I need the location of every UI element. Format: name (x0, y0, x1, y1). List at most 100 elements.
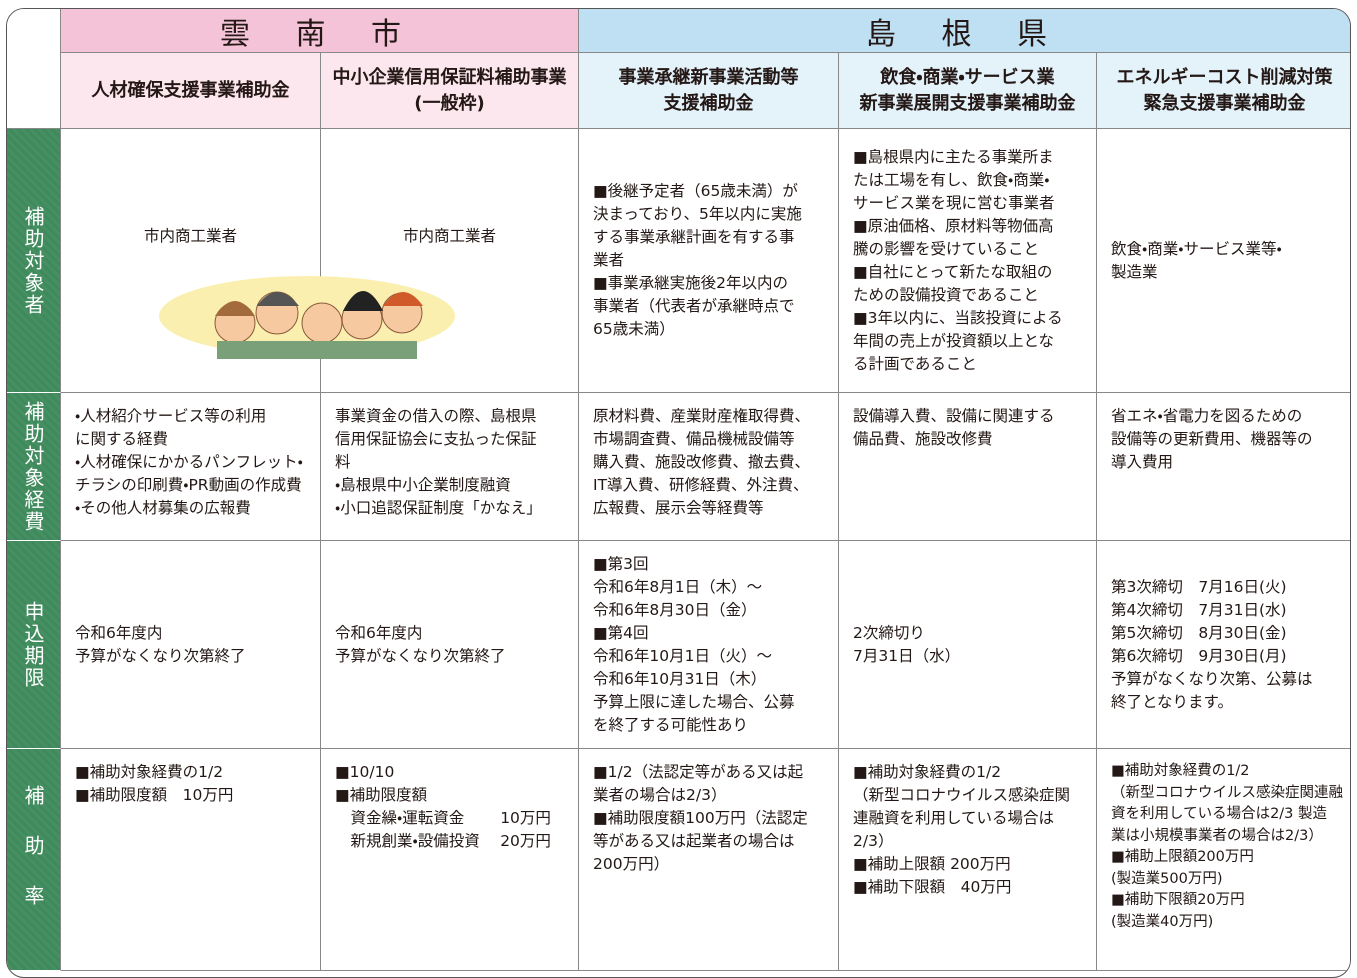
column-title: (一般枠) (414, 92, 485, 114)
table-cell: 2次締切り 7月31日（水） (839, 541, 1097, 749)
cell-text: ・人材紹介サービス等の利用 (75, 407, 267, 425)
cell-text: 購入費、施設改修費、撤去費、 (593, 453, 811, 471)
cell-text: 省エネ・省電力を図るための (1111, 407, 1303, 425)
row-header: 申込期限 (7, 541, 61, 749)
cell-text: ■後継予定者（65歳未満）が (593, 182, 798, 200)
cell-text: ■補助限度額100万円（法認定 (593, 809, 808, 827)
cell-text: 事業資金の借入の際、島根県 (335, 407, 537, 425)
cell-text: ■補助上限額200万円 (1111, 849, 1254, 865)
cell-text: 原材料費、産業財産権取得費、 (593, 407, 811, 425)
table-cell: 設備導入費、設備に関連する 備品費、施設改修費 (839, 393, 1097, 541)
cell-text: チラシの印刷費・PR動画の作成費 (75, 476, 302, 494)
table-cell: ■後継予定者（65歳未満）が 決まっており、5年以内に実施 する事業承継計画を有する… (579, 129, 839, 393)
cell-text: ■原油価格、原材料等物価高 (853, 216, 1054, 235)
cell-text: (製造業40万円) (1111, 913, 1214, 930)
cell-text: 業は小規模事業者の場合は2/3） (1111, 827, 1323, 844)
cell-text: 新規創業・設備投資 20万円 (335, 832, 551, 850)
row-title: 申込期限 (21, 600, 45, 689)
cell-text: ■事業承継実施後2年以内の (593, 274, 789, 292)
cell-text: 信用保証協会に支払った保証 (335, 430, 537, 448)
cell-text: 備品費、施設改修費 (853, 430, 993, 448)
cell-text: 業者の場合は2/3） (593, 786, 727, 804)
corner (7, 9, 61, 129)
cell-text: ・島根県中小企業制度融資 (335, 476, 511, 494)
table-cell: 事業資金の借入の際、島根県 信用保証協会に支払った保証料・島根県中小企業制度融資・… (321, 393, 579, 541)
table-cell: 第3次締切 7月16日(火) 第4次締切 7月31日(水) 第5次締切 8月30日(… (1097, 541, 1350, 749)
cell-text: ・小口追認保証制度「かなえ」 (335, 499, 542, 517)
cell-text: 年間の売上が投資額以上とな (853, 331, 1055, 350)
cell-text: 令和6年10月1日（火）～ (593, 646, 772, 665)
group-header: 島 根 県 (579, 9, 1350, 53)
cell-text: 200万円） (593, 855, 670, 873)
group-title: 雲 南 市 (219, 16, 420, 52)
table-cell: ■10/10 ■補助限度額 資金繰・運転資金 10万円 新規創業・設備投資 20万… (321, 749, 579, 971)
cell-text: ■1/2（法認定等がある又は起 (593, 763, 804, 781)
cell-text: 製造業 (1111, 262, 1158, 281)
cell-text: 令和6年10月31日（木） (593, 669, 767, 688)
table-cell: ■島根県内に主たる事業所ま たは工場を有し、飲食・商業・ サービス業を現に営む事業者… (839, 129, 1097, 393)
cell-text: 設備等の更新費用、機器等の (1111, 430, 1313, 448)
cell-text: ■補助限度額 10万円 (75, 786, 234, 804)
table-cell: 省エネ・省電力を図るための 設備等の更新費用、機器等の 導入費用 (1097, 393, 1350, 541)
row-header: 補助率 (7, 749, 61, 971)
row-header: 補助対象者 (7, 129, 61, 393)
table-cell: ■補助対象経費の1/2 ■補助限度額 10万円 (61, 749, 321, 971)
cell-text: ■3年以内に、当該投資による (853, 308, 1063, 327)
cell-text: 決まっており、5年以内に実施 (593, 205, 802, 223)
cell-text: 7月31日（水） (853, 646, 961, 665)
cell-text: 設備導入費、設備に関連する (853, 407, 1055, 425)
cell-text: 予算上限に達した場合、公募 (593, 692, 795, 711)
row-title: 補助率 (21, 784, 45, 935)
cell-text: ■10/10 (335, 763, 395, 781)
cell-text: 広報費、展示会等経費等 (593, 499, 764, 517)
cell-text: (製造業500万円) (1111, 870, 1223, 887)
table-cell: 市内商工業者 (61, 129, 321, 393)
cell-text: 業者 (593, 251, 625, 269)
column-title: 新事業展開支援事業補助金 (859, 92, 1076, 114)
cell-text: 令和6年度内 (335, 623, 423, 642)
column-header: 中小企業信用保証料補助事業 (一般枠) (321, 53, 579, 129)
cell-text: ■補助対象経費の1/2 (853, 763, 1002, 781)
cell-text: 予算がなくなり次第終了 (335, 646, 506, 665)
column-title: 中小企業信用保証料補助事業 (332, 66, 567, 88)
cell-text: 市内商工業者 (402, 227, 496, 245)
cell-text: 第5次締切 8月30日(金) (1111, 623, 1287, 642)
cell-text: を終了する可能性あり (593, 715, 749, 734)
column-header: エネルギーコスト削減対策 緊急支援事業補助金 (1097, 53, 1350, 129)
cell-text: （新型コロナウイルス感染症関連融 (1111, 784, 1343, 801)
cell-text: 事業者（代表者が承継時点で (593, 297, 795, 315)
cell-text: ■第4回 (593, 623, 649, 642)
column-title: 飲食・商業・サービス業 (880, 66, 1055, 88)
row-title: 補助対象者 (21, 205, 45, 316)
table-cell: 原材料費、産業財産権取得費、 市場調査費、備品機械設備等 購入費、施設改修費、撤去費… (579, 393, 839, 541)
cell-text: たは工場を有し、飲食・商業・ (853, 170, 1050, 189)
cell-text: 第6次締切 9月30日(月) (1111, 646, 1287, 665)
row-header: 補助対象経費 (7, 393, 61, 541)
cell-text: 等がある又は起業者の場合は (593, 832, 795, 850)
cell-text: 予算がなくなり次第、公募は (1111, 669, 1313, 688)
cell-text: 予算がなくなり次第終了 (75, 646, 246, 665)
table-cell: ■第3回 令和6年8月1日（木）～ 令和6年8月30日（金） ■第4回 令和6年10月1… (579, 541, 839, 749)
cell-text: 65歳未満） (593, 320, 675, 338)
cell-text: 令和6年度内 (75, 623, 163, 642)
column-title: エネルギーコスト削減対策 (1116, 66, 1333, 88)
cell-text: ■第3回 (593, 554, 649, 573)
cell-text: IT導入費、研修経費、外注費、 (593, 476, 809, 494)
cell-text: 終了となります。 (1111, 692, 1233, 711)
cell-text: ■島根県内に主たる事業所ま (853, 147, 1054, 166)
table-cell: 飲食・商業・サービス業等・ 製造業 (1097, 129, 1350, 393)
column-title: 人材確保支援事業補助金 (91, 79, 290, 101)
cell-text: ・人材確保にかかるパンフレット・ (75, 453, 303, 471)
cell-text: 令和6年8月1日（木）～ (593, 577, 763, 596)
table-cell: ■補助対象経費の1/2（新型コロナウイルス感染症関連融資を利用している場合は2/… (1097, 749, 1350, 971)
cell-text: ための設備投資であること (853, 285, 1039, 304)
cell-text: 連融資を利用している場合は (853, 809, 1055, 827)
cell-text: 2/3） (853, 832, 894, 850)
cell-text: ■補助対象経費の1/2 (75, 763, 224, 781)
cell-text: る計画であること (853, 354, 977, 373)
column-header: 事業承継新事業活動等 支援補助金 (579, 53, 839, 129)
cell-text: サービス業を現に営む事業者 (853, 193, 1055, 212)
table-cell: 令和6年度内予算がなくなり次第終了 (61, 541, 321, 749)
